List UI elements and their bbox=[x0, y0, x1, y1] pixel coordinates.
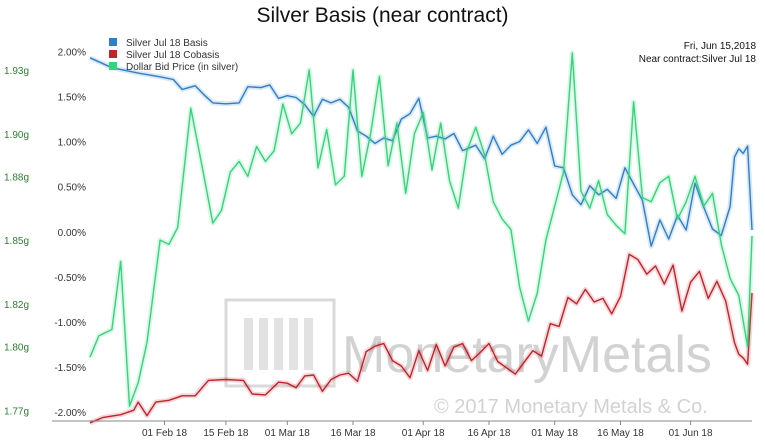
legend-label-silver-jul-18-cobasis: Silver Jul 18 Cobasis bbox=[126, 50, 219, 61]
y-left-tick-label: 1.82g bbox=[4, 300, 29, 311]
y-left-tick-label: 1.80g bbox=[4, 343, 29, 354]
y-right-tick-label: -1.00% bbox=[54, 318, 86, 329]
y-right-tick-label: 2.00% bbox=[58, 48, 86, 59]
legend-label-dollar-bid-price-in-silver: Dollar Bid Price (in silver) bbox=[126, 62, 238, 73]
info-line: Near contract:Silver Jul 18 bbox=[639, 54, 757, 65]
x-tick-label: 01 Mar 18 bbox=[265, 428, 310, 439]
legend-label-silver-jul-18-basis: Silver Jul 18 Basis bbox=[126, 38, 208, 49]
x-tick-label: 16 Mar 18 bbox=[330, 428, 375, 439]
y-right-tick-label: 1.00% bbox=[58, 138, 86, 149]
y-right-tick-label: -1.50% bbox=[54, 363, 86, 374]
legend-swatch-silver-jul-18-basis bbox=[109, 38, 117, 46]
watermark-brand: MonetaryMetals bbox=[342, 326, 712, 384]
x-tick-label: 01 May 18 bbox=[531, 428, 578, 439]
y-right-tick-label: 0.00% bbox=[58, 228, 86, 239]
series-line-silver-jul-18-basis bbox=[89, 57, 753, 247]
watermark: MonetaryMetals © 2017 Monetary Metals & … bbox=[224, 298, 712, 418]
legend-swatch-silver-jul-18-cobasis bbox=[109, 50, 117, 58]
watermark-logo-icon bbox=[224, 298, 336, 388]
legend-swatch-dollar-bid-price-in-silver bbox=[109, 62, 117, 70]
series-line-dollar-bid-price-in-silver bbox=[89, 52, 753, 407]
series-line-silver-jul-18-cobasis bbox=[89, 253, 753, 424]
x-tick-label: 15 Feb 18 bbox=[203, 428, 248, 439]
watermark-copyright: © 2017 Monetary Metals & Co. bbox=[434, 396, 708, 418]
x-tick-label: 16 Apr 18 bbox=[468, 428, 511, 439]
y-left-tick-label: 1.77g bbox=[4, 406, 29, 417]
y-right-tick-label: -0.50% bbox=[54, 273, 86, 284]
x-tick-label: 01 Apr 18 bbox=[402, 428, 445, 439]
y-right-tick-label: 0.50% bbox=[58, 183, 86, 194]
info-line: Fri, Jun 15,2018 bbox=[684, 41, 757, 52]
y-right-tick-label: -2.00% bbox=[54, 408, 86, 419]
y-right-tick-label: 1.50% bbox=[58, 93, 86, 104]
info-box: Fri, Jun 15,2018 Near contract:Silver Jul… bbox=[639, 41, 757, 65]
series-glow-silver-jul-18-basis bbox=[88, 55, 755, 249]
x-tick-label: 01 Feb 18 bbox=[142, 428, 187, 439]
y-left-tick-label: 1.88g bbox=[4, 172, 29, 183]
y-left-tick-label: 1.90g bbox=[4, 130, 29, 141]
x-tick-label: 01 Jun 18 bbox=[669, 428, 713, 439]
y-left-tick-label: 1.85g bbox=[4, 236, 29, 247]
chart-title: Silver Basis (near contract) bbox=[256, 4, 509, 27]
x-tick-label: 16 May 18 bbox=[597, 428, 644, 439]
y-left-tick-label: 1.93g bbox=[4, 66, 29, 77]
